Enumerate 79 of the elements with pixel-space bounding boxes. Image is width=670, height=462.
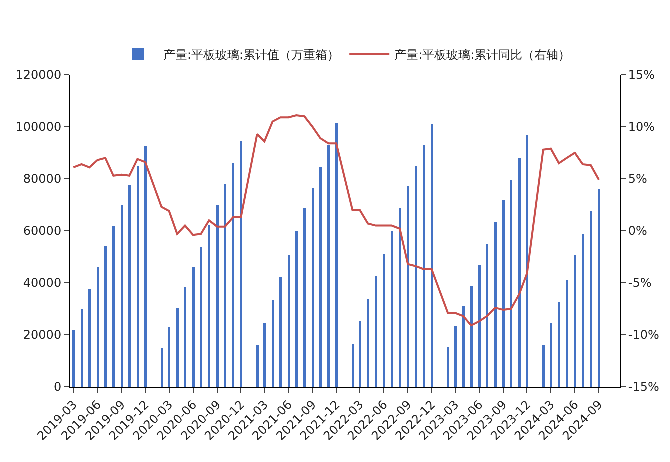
bar (415, 166, 417, 387)
bar (566, 280, 568, 387)
bar (407, 186, 409, 387)
bar (319, 167, 322, 387)
bar (303, 208, 306, 387)
bar (375, 276, 377, 387)
bar (391, 231, 393, 387)
bar (81, 309, 83, 387)
y-tick-label: 80000 (23, 172, 62, 186)
bar (367, 299, 369, 387)
y-tick-label: 20000 (23, 328, 62, 342)
bar (462, 306, 465, 387)
bar (327, 145, 330, 387)
bar (104, 246, 107, 387)
bar (168, 327, 170, 387)
bar (208, 225, 210, 387)
legend-label: 产量:平板玻璃:累计同比（右轴） (394, 48, 571, 62)
bar (582, 234, 584, 387)
bar (312, 188, 314, 387)
y-tick-label: 120000 (16, 68, 62, 82)
bar (88, 289, 91, 387)
bar (335, 123, 338, 387)
bar (478, 265, 481, 387)
line-series (72, 114, 600, 327)
bar (72, 330, 75, 387)
bar (184, 287, 186, 387)
bar (200, 247, 202, 387)
bar (454, 326, 457, 387)
bar (272, 300, 274, 387)
bar (256, 345, 259, 387)
bar (97, 267, 99, 387)
y2-tick-label: -15% (628, 380, 660, 394)
y2-tick-label: 0% (628, 224, 648, 238)
bar (263, 323, 266, 387)
y-tick-label: 40000 (23, 276, 62, 290)
bar (598, 189, 600, 387)
bar (144, 146, 147, 387)
bar (176, 308, 179, 387)
y2-tick-label: -10% (628, 328, 660, 342)
bar (352, 344, 354, 387)
bar (399, 208, 401, 387)
bar (542, 345, 545, 387)
bar (383, 254, 385, 387)
bar (518, 158, 521, 387)
bar (470, 286, 473, 387)
bar (224, 184, 226, 387)
y-tick-label: 60000 (23, 224, 62, 238)
bar (431, 124, 433, 387)
bar (288, 255, 290, 387)
bar (558, 302, 560, 387)
bar (161, 348, 163, 387)
bar (295, 231, 298, 387)
bar (590, 211, 592, 387)
y2-tick-label: 10% (628, 120, 656, 134)
legend-label: 产量:平板玻璃:累计值（万重箱） (164, 48, 340, 62)
bar (494, 222, 497, 387)
y2-tick-label: 15% (628, 68, 656, 82)
bar (574, 255, 576, 387)
bar (550, 323, 552, 387)
bar (240, 141, 242, 387)
y-tick-label: 0 (54, 380, 62, 394)
bar (121, 205, 123, 387)
y2-tick-label: 5% (628, 172, 648, 186)
bar (232, 163, 234, 387)
bar (216, 205, 219, 387)
bar (359, 321, 361, 387)
bar (423, 145, 425, 387)
bar (502, 200, 505, 387)
bar (192, 267, 195, 387)
y-tick-label: 100000 (16, 120, 62, 134)
bar (486, 244, 488, 387)
bar (279, 277, 282, 387)
y2-tick-label: -5% (628, 276, 652, 290)
bar (112, 226, 115, 387)
bar (526, 135, 528, 387)
bar (128, 185, 131, 387)
bar (447, 347, 449, 387)
bar (137, 166, 139, 387)
bar (510, 180, 512, 387)
